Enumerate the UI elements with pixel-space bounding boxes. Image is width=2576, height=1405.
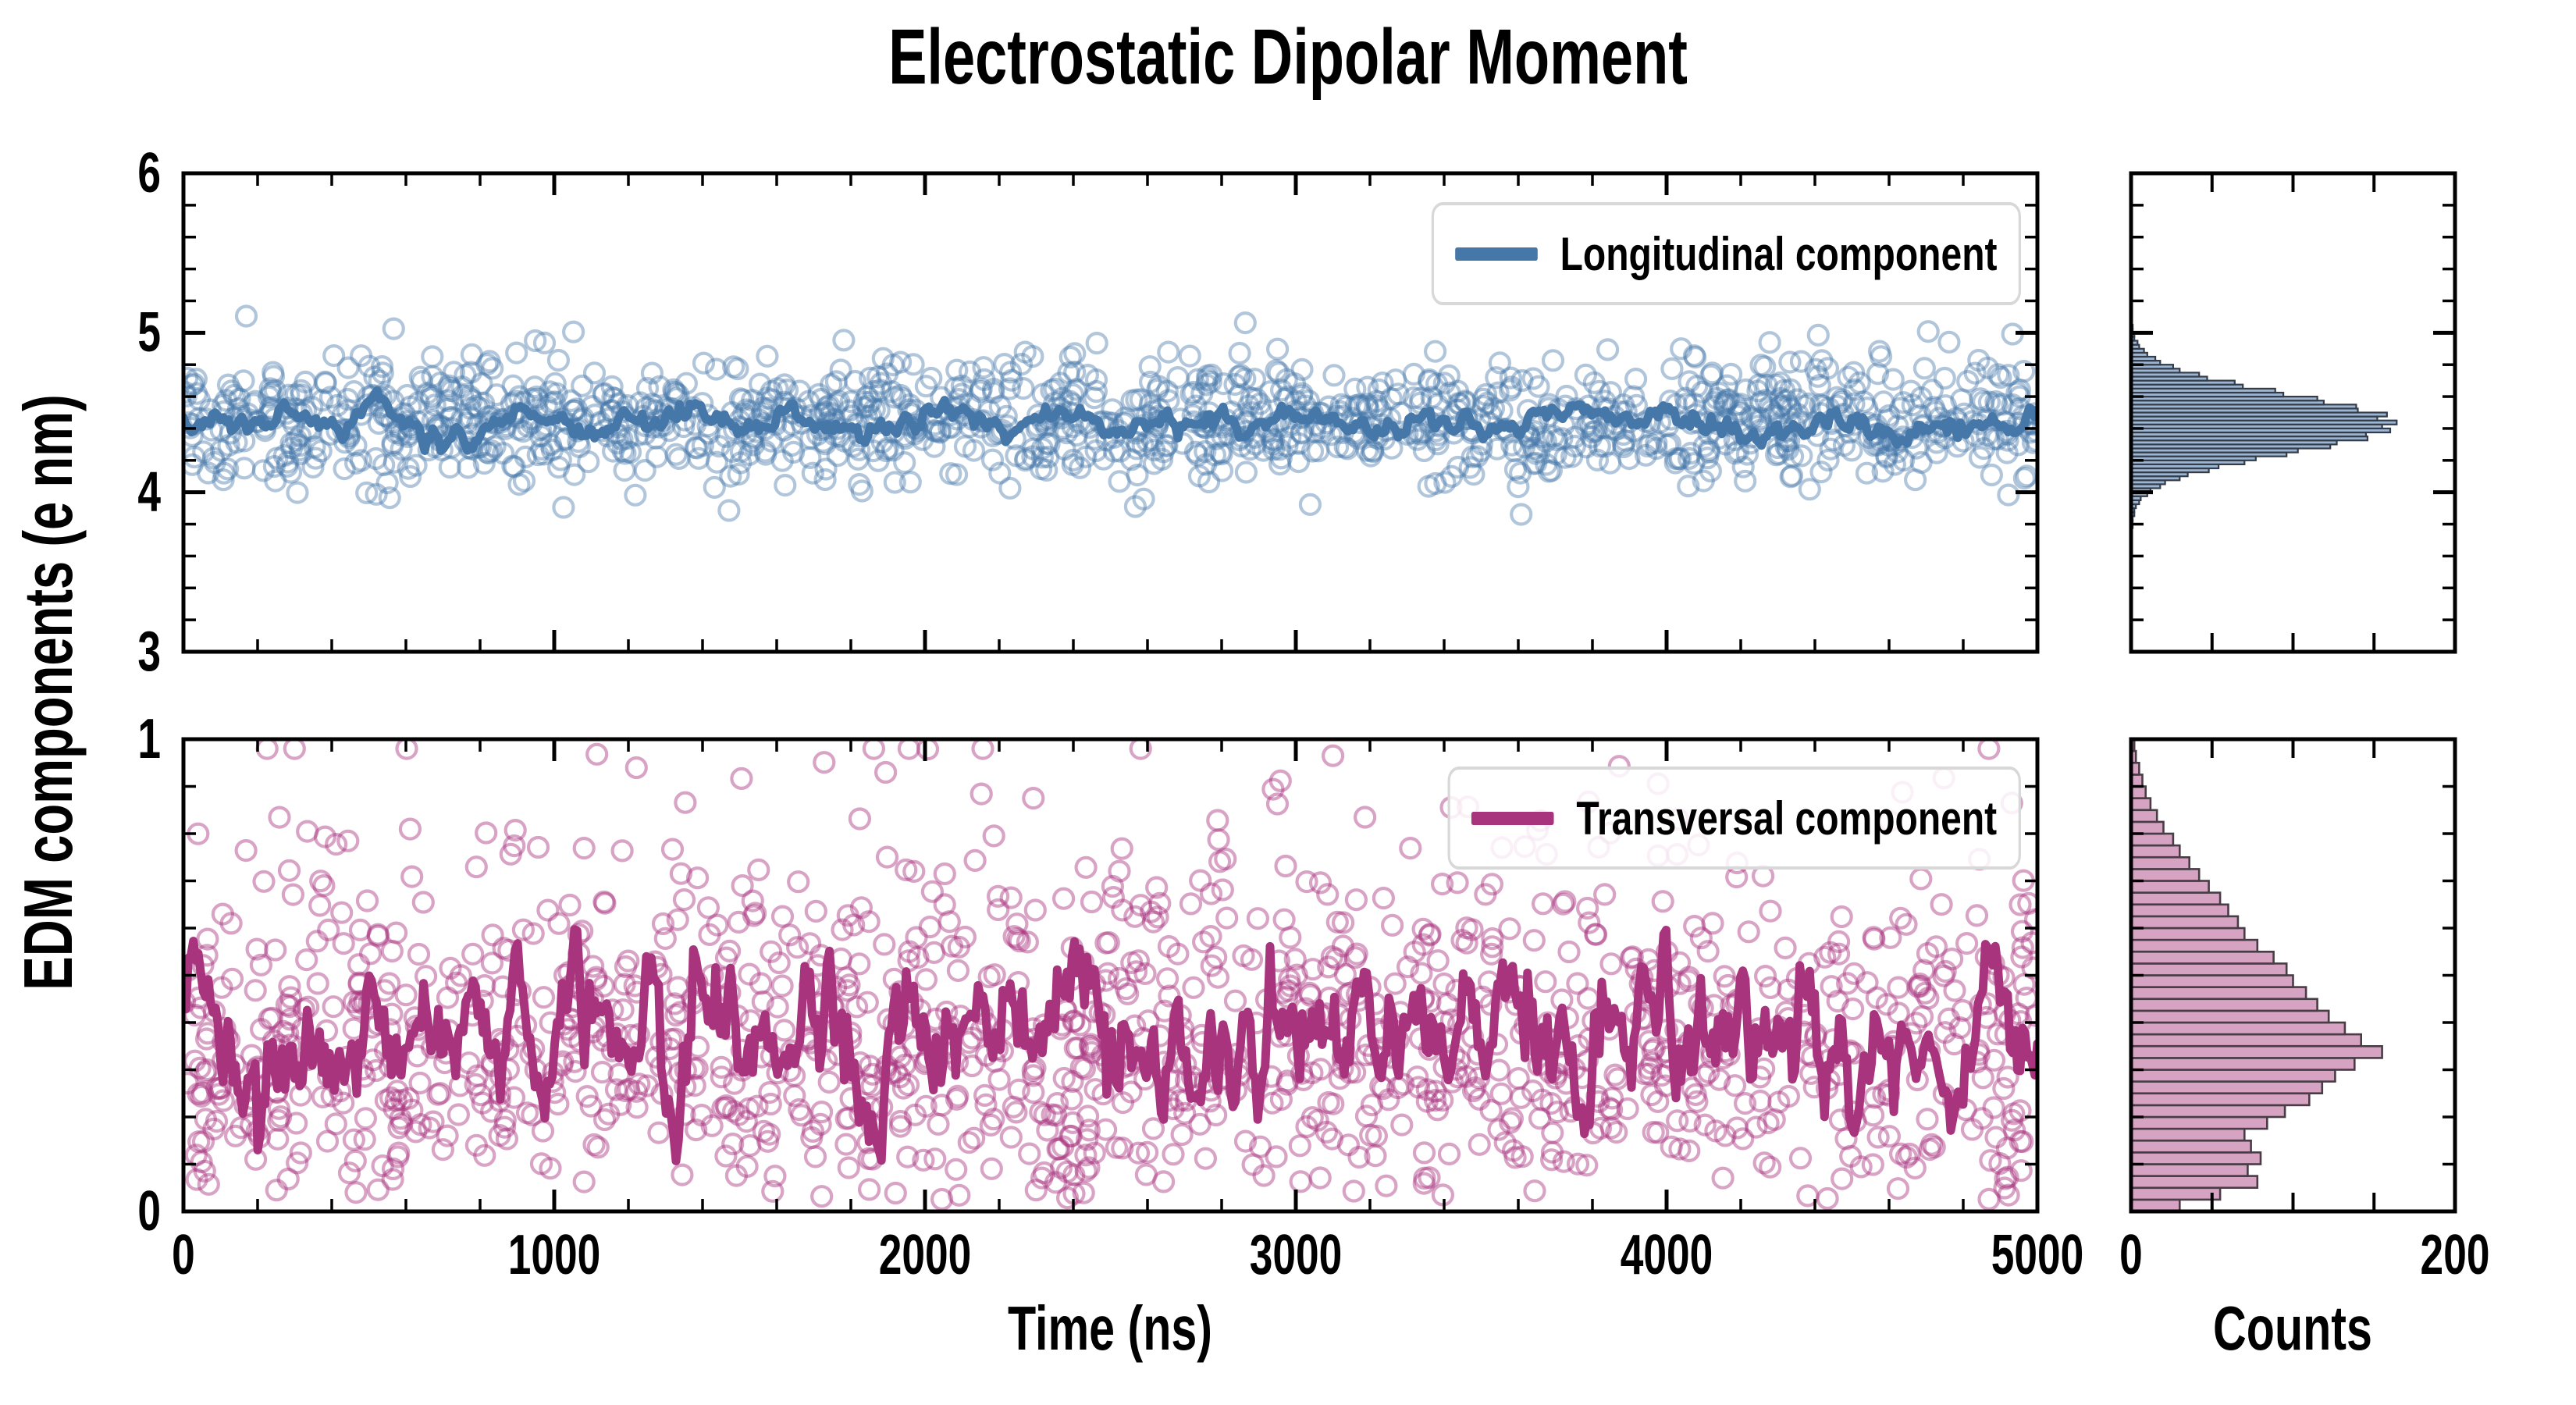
top-panel-scatter: [183, 304, 2037, 526]
tick-label: 4000: [1621, 1224, 1713, 1286]
y-axis-label: EDM components (e nm): [9, 394, 87, 991]
legend-label-transversal: Transversal component: [1576, 791, 1998, 845]
legend-label-longitudinal: Longitudinal component: [1560, 227, 1998, 280]
legend-longitudinal: Longitudinal component: [1431, 202, 2021, 305]
tick-label: 0: [137, 1180, 161, 1243]
figure-title: Electrostatic Dipolar Moment: [888, 13, 1688, 101]
tick-label: 0: [2119, 1224, 2143, 1286]
tick-label: 5000: [1991, 1224, 2084, 1286]
transversal-histogram-bars: [2131, 739, 2383, 1211]
legend-transversal: Transversal component: [1447, 767, 2021, 870]
x-axis-label-time: Time (ns): [1007, 1293, 1213, 1363]
tick-label: 3: [137, 621, 161, 683]
tick-label: 6: [137, 142, 161, 205]
legend-swatch-longitudinal: [1455, 247, 1538, 261]
tick-label: 2000: [879, 1224, 972, 1286]
tick-label: 0: [172, 1224, 195, 1286]
legend-swatch-transversal: [1471, 811, 1554, 825]
longitudinal-histogram-bars: [2131, 324, 2398, 529]
tick-labels: 0 1000 2000 3000 4000 5000 0 200 6 5 4 3 1 0: [137, 142, 2489, 1286]
bottom-panel-mean-line: [183, 925, 2037, 1165]
top-panel-mean-line: [183, 386, 2037, 455]
tick-label: 4: [137, 461, 161, 524]
x-axis-label-counts: Counts: [2213, 1293, 2372, 1363]
tick-label: 3000: [1250, 1224, 1343, 1286]
tick-label: 5: [137, 302, 161, 365]
tick-label: 1000: [508, 1224, 601, 1286]
tick-label: 1: [137, 708, 161, 770]
tick-label: 200: [2421, 1224, 2490, 1286]
axes-frame: [181, 171, 2457, 1214]
tick-marks: [181, 171, 2457, 1214]
